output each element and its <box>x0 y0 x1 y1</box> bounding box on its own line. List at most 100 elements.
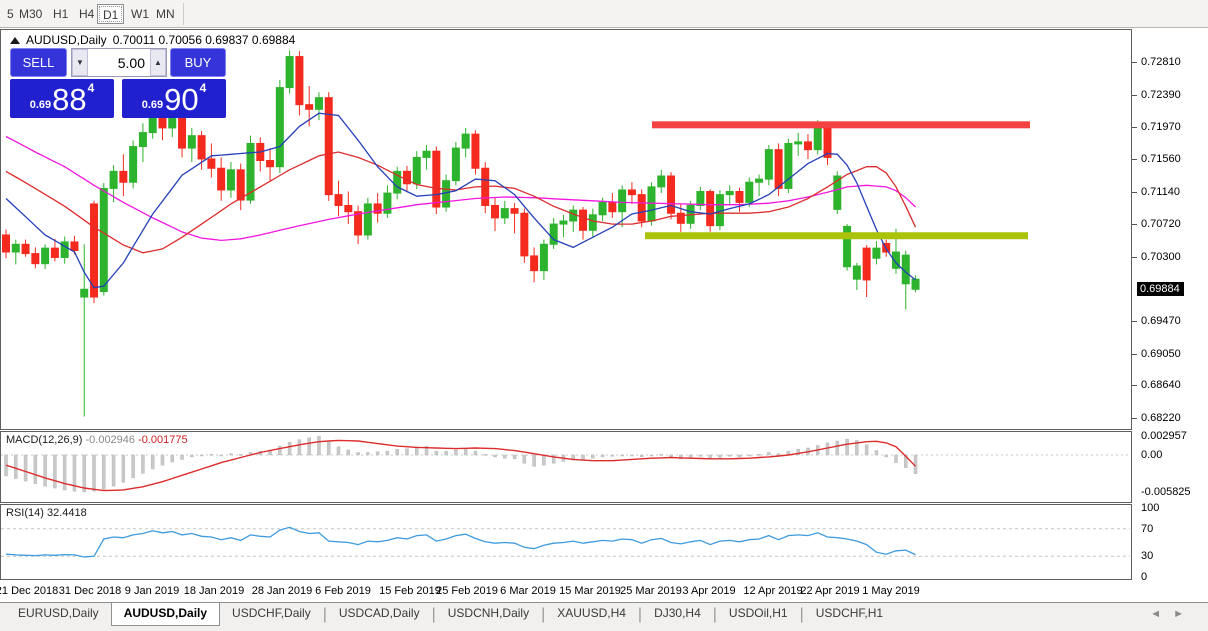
price-axis-label: 0.68640 <box>1141 379 1181 392</box>
timeframe-button-m30[interactable]: M30 <box>19 7 43 21</box>
timeframe-button-h1[interactable]: H1 <box>53 7 69 21</box>
price-tick-mark <box>1132 94 1137 96</box>
timeframe-button-mn[interactable]: MN <box>156 7 175 21</box>
volume-increase-button[interactable]: ▲ <box>150 49 166 76</box>
chart-tab-usdchf[interactable]: USDCHF,Daily <box>232 606 311 620</box>
macd-axis-label: 0.00 <box>1141 449 1163 461</box>
chart-tab-bar: EURUSD,Daily AUDUSD,Daily USDCHF,Daily | USD… <box>0 602 1208 631</box>
price-axis[interactable]: 0.72810 0.72390 0.71970 0.71560 0.71140 0.707… <box>1132 29 1208 601</box>
current-price-tag: 0.69884 <box>1137 281 1184 296</box>
rsi-line <box>5 526 916 558</box>
rsi-axis-label: 30 <box>1141 550 1154 563</box>
price-axis-label: 0.71560 <box>1141 152 1181 165</box>
price-axis-label: 0.70300 <box>1141 250 1181 263</box>
date-axis-label: 28 Jan 2019 <box>251 585 313 597</box>
rsi-axis-label: 0 <box>1141 571 1148 583</box>
timeframe-button-h4[interactable]: H4 <box>79 7 95 21</box>
macd-value-main: -0.002946 <box>85 434 136 446</box>
macd-axis-label: 0.002957 <box>1141 430 1187 443</box>
price-axis-label: 0.72390 <box>1141 88 1181 101</box>
buy-price-pipette: 4 <box>199 81 207 95</box>
tab-separator: | <box>322 606 327 623</box>
rsi-axis-label: 100 <box>1141 502 1160 514</box>
chart-tab-xauusd[interactable]: XAUUSD,H4 <box>557 606 626 620</box>
candlestick-chart <box>2 50 1030 417</box>
date-axis[interactable]: 21 Dec 2018 31 Dec 2018 9 Jan 2019 18 Jan 2… <box>0 581 1132 602</box>
date-axis-label: 1 May 2019 <box>862 585 920 597</box>
volume-input[interactable] <box>88 49 150 76</box>
tab-scroll-arrows: ◄► <box>1150 608 1196 620</box>
macd-axis-label: -0.005825 <box>1141 486 1191 498</box>
tab-scroll-left-icon[interactable]: ◄ <box>1150 608 1174 620</box>
chart-tab-eurusd[interactable]: EURUSD,Daily <box>18 606 99 620</box>
chart-tab-usdcad[interactable]: USDCAD,Daily <box>338 606 420 620</box>
chart-tab-usdchf[interactable]: USDCHF,H1 <box>815 606 884 620</box>
date-axis-label: 6 Mar 2019 <box>500 585 556 597</box>
price-axis-label: 0.71140 <box>1141 185 1180 198</box>
date-axis-label: 31 Dec 2018 <box>58 585 122 597</box>
sell-button[interactable]: SELL <box>10 48 67 77</box>
price-tick-mark <box>1132 385 1137 387</box>
chart-tab-usdoil[interactable]: USDOil,H1 <box>728 606 788 620</box>
macd-label: MACD(12,26,9) -0.002946 -0.001775 <box>6 434 188 446</box>
sell-price-pipette: 4 <box>87 81 95 95</box>
one-click-trade-panel: SELL ▼ ▲ BUY 0.69 88 4 0.69 90 4 <box>10 48 226 118</box>
price-axis-label: 0.69470 <box>1141 315 1181 328</box>
support-band <box>645 232 1028 240</box>
price-tick-mark <box>1132 321 1137 323</box>
sell-quote-button[interactable]: 0.69 88 4 <box>10 79 114 118</box>
level-bands-group <box>645 121 1030 240</box>
volume-decrease-button[interactable]: ▼ <box>72 49 88 76</box>
price-tick-mark <box>1132 127 1137 129</box>
macd-signal-line <box>5 439 917 492</box>
chart-tab-dj30[interactable]: DJ30,H4 <box>654 606 701 620</box>
price-tick-mark <box>1132 418 1137 419</box>
date-axis-label: 22 Apr 2019 <box>800 585 860 597</box>
moving-averages-group <box>5 112 917 289</box>
macd-indicator-panel[interactable] <box>0 431 1132 503</box>
resistance-band <box>652 121 1030 129</box>
tab-separator: | <box>541 606 546 623</box>
tab-scroll-right-icon[interactable]: ► <box>1173 608 1196 620</box>
rsi-indicator-panel[interactable] <box>0 504 1132 580</box>
symbol-marker-icon <box>10 36 20 44</box>
tab-separator: | <box>431 606 436 623</box>
price-tick-mark <box>1132 224 1137 226</box>
buy-price-big: 90 <box>164 82 199 117</box>
chart-tab-usdcnh[interactable]: USDCNH,Daily <box>447 606 530 620</box>
macd-name: MACD(12,26,9) <box>6 434 83 446</box>
date-axis-label: 21 Dec 2018 <box>0 585 59 597</box>
timeframe-button-d1[interactable]: D1 <box>97 4 125 24</box>
date-axis-label: 15 Mar 2019 <box>559 585 621 597</box>
price-axis-label: 0.72810 <box>1141 56 1181 68</box>
price-tick-mark <box>1132 256 1137 258</box>
date-axis-label: 18 Jan 2019 <box>183 585 245 597</box>
timeframe-button-5[interactable]: 5 <box>7 7 14 21</box>
rsi-axis-label: 70 <box>1141 522 1154 535</box>
rsi-value: 32.4418 <box>46 507 87 519</box>
rsi-chart <box>1 526 1130 558</box>
buy-button[interactable]: BUY <box>170 48 226 77</box>
price-axis-label: 0.70720 <box>1141 218 1181 231</box>
rsi-name: RSI(14) <box>6 507 44 519</box>
price-tick-mark <box>1132 158 1137 160</box>
sell-price-big: 88 <box>52 82 87 117</box>
sell-price-prefix: 0.69 <box>29 99 52 111</box>
buy-price-prefix: 0.69 <box>141 99 164 111</box>
date-axis-label: 6 Feb 2019 <box>315 585 371 597</box>
date-axis-label: 25 Feb 2019 <box>436 585 498 597</box>
buy-quote-button[interactable]: 0.69 90 4 <box>122 79 226 118</box>
chart-tab-audusd[interactable]: AUDUSD,Daily <box>110 603 221 626</box>
date-axis-label: 12 Apr 2019 <box>743 585 803 597</box>
timeframe-button-w1[interactable]: W1 <box>131 7 149 21</box>
price-axis-label: 0.71970 <box>1141 121 1181 134</box>
date-axis-label: 3 Apr 2019 <box>682 585 736 597</box>
candles-group <box>2 50 920 417</box>
volume-control: ▼ ▲ <box>71 48 167 77</box>
tab-separator: | <box>637 606 643 623</box>
timeframe-toolbar: 5 M30 H1 H4 D1 W1 MN <box>0 0 1208 28</box>
date-axis-label: 25 Mar 2019 <box>620 585 682 597</box>
price-tick-mark <box>1132 191 1137 193</box>
rsi-label: RSI(14) 32.4418 <box>6 507 87 519</box>
